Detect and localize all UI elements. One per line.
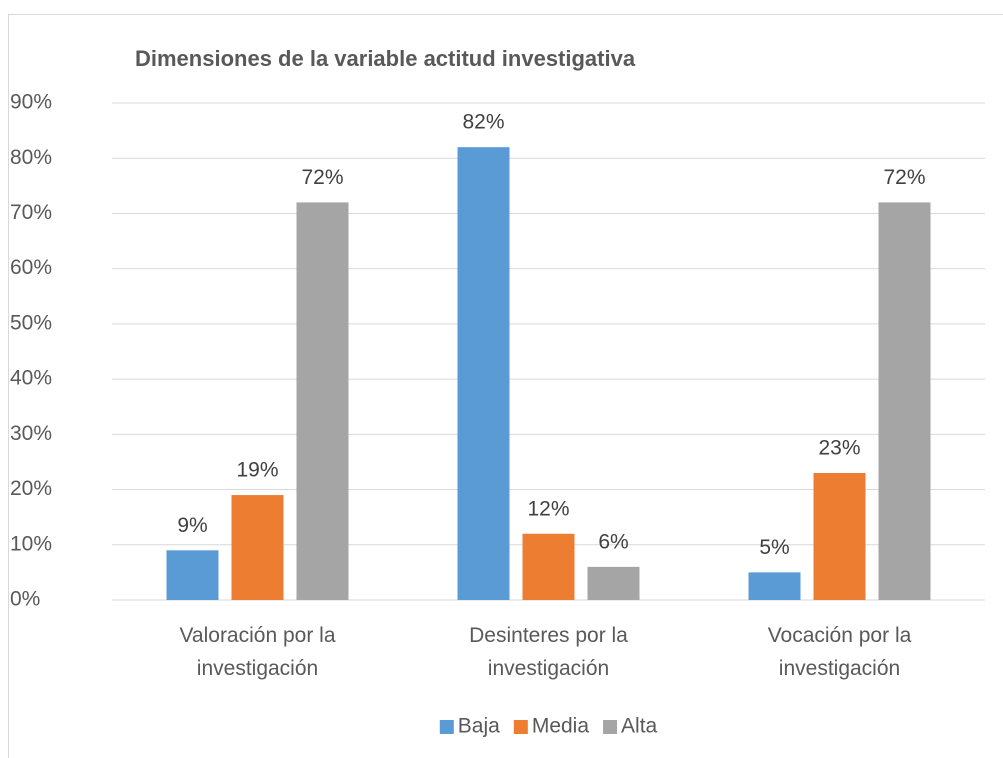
- data-label: 19%: [236, 459, 278, 482]
- x-tick-line: Vocación por la: [768, 624, 912, 647]
- bar: [296, 202, 349, 600]
- data-label: 5%: [759, 536, 789, 559]
- y-tick-label: 80%: [10, 146, 52, 169]
- legend-label: Media: [532, 715, 590, 738]
- x-tick-line: Desinteres por la: [469, 624, 628, 647]
- x-tick-label: Vocación por la investigación: [768, 624, 912, 680]
- x-tick-line: investigación: [197, 657, 318, 680]
- data-label: 72%: [301, 166, 343, 189]
- legend-swatch: [603, 720, 618, 734]
- x-tick-line: investigación: [779, 657, 900, 680]
- y-tick-label: 40%: [10, 367, 52, 390]
- bar: [813, 472, 866, 600]
- y-tick-label: 10%: [10, 532, 52, 555]
- data-label: 23%: [818, 437, 860, 460]
- y-tick-label: 20%: [10, 477, 52, 500]
- x-tick-label: Valoración por la investigación: [179, 624, 335, 680]
- x-tick-line: Valoración por la: [179, 624, 335, 647]
- bar: [878, 202, 931, 600]
- y-tick-label: 30%: [10, 422, 52, 445]
- chart-title: Dimensiones de la variable actitud inves…: [135, 46, 636, 71]
- data-label: 72%: [883, 166, 925, 189]
- data-label: 12%: [527, 497, 569, 520]
- x-tick-label: Desinteres por la investigación: [469, 624, 628, 680]
- bar: [522, 533, 575, 600]
- x-tick-line: investigación: [488, 657, 609, 680]
- legend: Baja Media Alta: [439, 715, 658, 738]
- bar: [166, 550, 219, 600]
- bar: [231, 495, 284, 600]
- data-label: 6%: [598, 530, 628, 553]
- data-label: 82%: [462, 111, 504, 134]
- y-tick-label: 60%: [10, 256, 52, 279]
- y-tick-label: 70%: [10, 201, 52, 224]
- y-tick-label: 0%: [10, 588, 40, 611]
- y-tick-label: 90%: [10, 91, 52, 114]
- y-tick-label: 50%: [10, 311, 52, 334]
- legend-label: Baja: [458, 715, 500, 738]
- legend-swatch: [513, 720, 528, 734]
- bar: [457, 147, 510, 600]
- bar: [587, 566, 640, 600]
- bar: [748, 572, 801, 600]
- legend-label: Alta: [621, 715, 658, 738]
- data-label: 9%: [177, 514, 207, 537]
- legend-swatch: [439, 720, 454, 734]
